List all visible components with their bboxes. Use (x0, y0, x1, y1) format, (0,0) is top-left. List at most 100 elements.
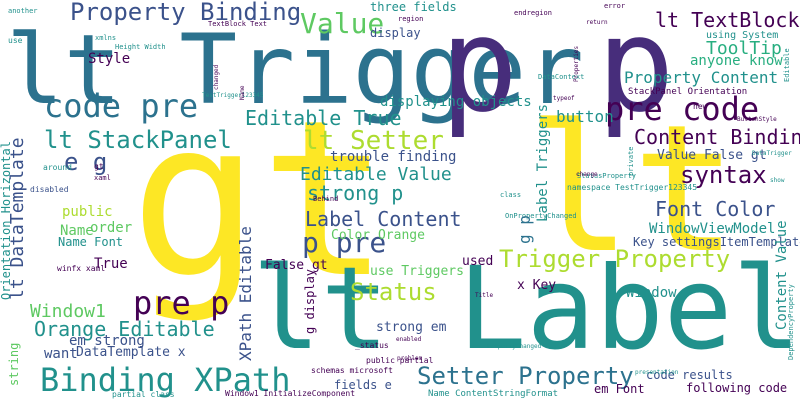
word: True (94, 256, 128, 272)
word: Title (475, 292, 494, 299)
word: Behind (313, 195, 339, 203)
word: code results (646, 368, 733, 382)
word: Name ContentStringFormat (428, 389, 559, 399)
word: Setter Property (417, 362, 634, 390)
word: around (43, 163, 72, 172)
word: return (586, 19, 608, 26)
word: DataTemplate x (76, 345, 186, 360)
word: pre code (605, 90, 760, 128)
word: order (90, 220, 133, 236)
word: Property Binding (70, 0, 302, 26)
word: e g (64, 148, 108, 176)
word: Value (300, 7, 385, 40)
word: syntax (680, 161, 767, 189)
word: private (627, 146, 635, 176)
word: following code (686, 381, 788, 395)
word: xaml (94, 174, 111, 182)
word: Height Width (115, 43, 166, 51)
word: g display (303, 268, 317, 334)
word: endregion (514, 9, 552, 17)
word: Window1 InitializeComponent (225, 389, 356, 398)
word: enabled (396, 336, 422, 343)
word: lt Label (252, 242, 800, 375)
word: DataContext (538, 73, 585, 81)
word: schemas microsoft (311, 366, 393, 375)
word: gt (130, 74, 391, 325)
word: Name (239, 85, 246, 100)
word: lt Setter (303, 126, 444, 156)
word: public (62, 204, 113, 220)
word: XPath Editable (236, 226, 255, 361)
word: Orientation Horizontal (0, 141, 13, 300)
word: g p (515, 215, 534, 244)
word: Content Binding (634, 125, 800, 149)
word: pre p (133, 284, 230, 322)
word: region (398, 15, 424, 23)
word: DependencyProperty (787, 284, 795, 360)
word: gt (94, 162, 104, 171)
word: Window (626, 285, 677, 301)
word: Editable True (245, 106, 402, 130)
word: Window1 (30, 301, 106, 322)
word: ButtonStyle (737, 116, 777, 123)
word: TextBlock Text (208, 20, 268, 28)
word: partial class (112, 390, 175, 399)
word: displaying objects (380, 94, 532, 110)
word: problem (397, 355, 423, 362)
word: Label Triggers (535, 103, 551, 222)
word: Font Color (655, 197, 776, 221)
word: public partial (366, 356, 434, 365)
word: used (462, 254, 494, 269)
word: lt Trigger (6, 14, 584, 126)
word: anyone know (690, 53, 783, 69)
word: Trigger Property (499, 245, 731, 273)
word: presentation (635, 369, 679, 376)
word: use Triggers (370, 264, 464, 279)
word: Name (60, 223, 94, 239)
word: Label Content (305, 207, 462, 231)
word: lt TextBlock (655, 8, 800, 32)
word: Editable Value (300, 164, 452, 185)
word: Editable (783, 48, 791, 82)
word: Value False gt (657, 148, 767, 163)
word: x Key (517, 278, 557, 293)
word: using System (706, 30, 779, 41)
word: want (44, 346, 78, 362)
word: button (556, 107, 614, 126)
word: strong p (307, 181, 404, 205)
word: fields e (334, 378, 392, 392)
word: show (770, 177, 785, 184)
word: typeof (553, 95, 575, 102)
word: strong em (376, 320, 447, 335)
word: em Font (594, 382, 645, 396)
word: lt (526, 87, 738, 292)
word: change (576, 171, 598, 178)
word: Orange Editable (34, 317, 215, 341)
word: p pre (302, 226, 387, 259)
word: Binding XPath (40, 361, 291, 399)
word: disabled (30, 185, 69, 194)
word: Key settingsItemTemplate (633, 235, 800, 249)
word: another (8, 7, 38, 15)
word: new (693, 102, 708, 111)
word: StatusProperty (577, 172, 637, 180)
word: string (7, 342, 21, 386)
word: Color Orange (331, 228, 425, 243)
word: OnPropertyChanged (505, 212, 577, 220)
word: code pre (44, 87, 199, 125)
word: three fields (370, 0, 457, 14)
word: changed (213, 64, 220, 90)
word: PropertyChanged (487, 343, 542, 350)
word: p p (440, 0, 675, 141)
word: Name Font (58, 235, 124, 249)
word: xmlns (95, 34, 117, 42)
word: lt StackPanel (44, 126, 232, 154)
word: display (370, 26, 421, 40)
word: winfx xaml (57, 264, 106, 273)
word: trouble finding (330, 149, 457, 165)
word: em strong (69, 333, 145, 349)
word: WindowViewModel (649, 221, 776, 237)
word: Status (350, 278, 437, 306)
word: error (604, 2, 626, 10)
word: StackPanel Orientation (628, 87, 748, 97)
